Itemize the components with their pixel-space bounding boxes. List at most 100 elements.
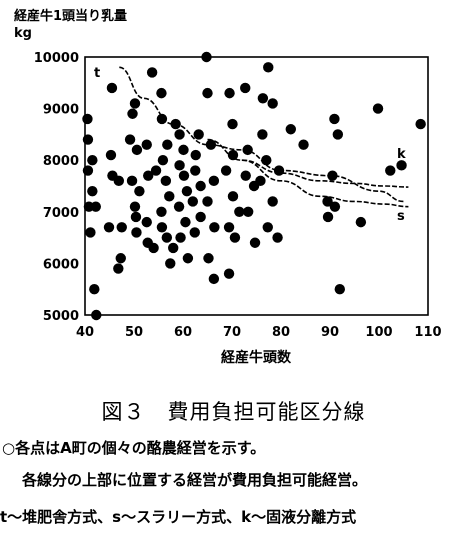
x-tick-label: 110 [414,325,441,340]
data-point [242,144,253,156]
curve-label-t: t [94,66,100,81]
data-point [105,149,117,161]
data-point [201,51,212,63]
data-point [262,222,273,233]
data-point [150,165,162,176]
curve-label-k: k [397,147,406,162]
curve-t [119,66,404,203]
curve-s [241,159,409,208]
data-point [141,216,152,228]
data-point [234,206,245,217]
data-point [91,309,102,321]
data-point [87,155,98,166]
data-point [168,242,179,254]
data-point [165,258,176,269]
data-point [209,222,220,233]
data-point [156,222,168,233]
data-point [106,82,118,94]
threshold-curves [119,66,409,208]
caption-note-legend: t～堆肥舎方式、s～スラリー方式、k～固液分離方式 [0,508,357,526]
data-point [329,201,341,212]
data-point [329,113,340,125]
data-point [227,191,239,202]
y-tick-label: 7000 [43,206,79,221]
data-point [129,201,141,212]
data-point [285,124,296,135]
data-point [263,62,274,73]
data-point [208,175,220,187]
x-tick-label: 80 [272,325,290,340]
data-point [82,134,94,145]
data-point [273,165,285,176]
data-point [249,237,261,248]
data-point [174,129,185,140]
data-point [156,206,167,217]
data-point [90,201,101,212]
caption-note-points: ○各点はA町の個々の酪農経営を示す。 [2,439,266,457]
data-point [162,139,173,150]
x-tick-label: 40 [76,325,94,340]
data-point [355,216,367,228]
data-point [178,170,190,181]
data-point [156,113,168,125]
data-point [157,155,169,166]
y-tick-label: 8000 [43,154,79,169]
y-tick-labels: 10000 9000 8000 7000 6000 5000 [34,51,79,324]
data-point [195,211,206,223]
x-tick-label: 70 [223,325,241,340]
data-point [224,87,235,99]
data-point [146,67,158,78]
data-point [130,211,142,223]
data-point [173,201,185,212]
data-point [203,253,214,264]
caption-note-lines: 各線分の上部に位置する経営が費用負担可能経営。 [22,471,368,489]
data-point [124,134,136,145]
data-point [229,232,241,243]
y-tick-label: 9000 [43,103,79,118]
data-point [181,185,193,197]
data-point [202,196,213,207]
data-point [202,87,213,99]
data-point [143,170,154,181]
data-point [126,175,138,187]
data-point [116,222,127,233]
data-point [180,216,191,228]
data-point [327,170,338,181]
data-point [205,139,217,150]
data-point [332,129,344,140]
data-point [267,196,278,207]
data-point [240,82,251,94]
data-point [195,180,206,192]
data-point [240,170,251,181]
plot-area [84,56,429,316]
data-point [182,253,194,264]
x-tick-label: 100 [365,325,392,340]
data-point [223,268,235,279]
data-point [131,227,142,238]
y-tick-label: 5000 [43,309,79,324]
data-point [261,155,272,166]
data-point [127,108,138,119]
x-tick-label: 90 [321,325,339,340]
data-point [156,87,167,99]
curve-label-s: s [397,209,405,224]
scatter-chart: 経産牛1頭当り乳量 kg 10000 9000 8000 7000 6000 5000 4… [14,8,442,366]
data-point [255,175,266,187]
data-point [322,196,333,207]
data-point [87,185,98,197]
data-point [227,118,238,130]
data-point [160,175,172,187]
y-axis-label: 経産牛1頭当り乳量 [14,8,127,24]
x-tick-labels: 40 50 60 70 80 90 100 110 [76,325,442,340]
data-point [257,93,269,104]
data-point [242,206,254,217]
data-point [187,196,198,207]
data-point [82,165,94,176]
data-point [257,129,268,140]
data-point [174,160,185,171]
data-point [178,144,189,156]
curve-k [207,138,409,188]
x-axis-label: 経産牛頭数 [221,349,292,366]
x-tick-label: 50 [125,325,143,340]
data-point [396,160,407,171]
